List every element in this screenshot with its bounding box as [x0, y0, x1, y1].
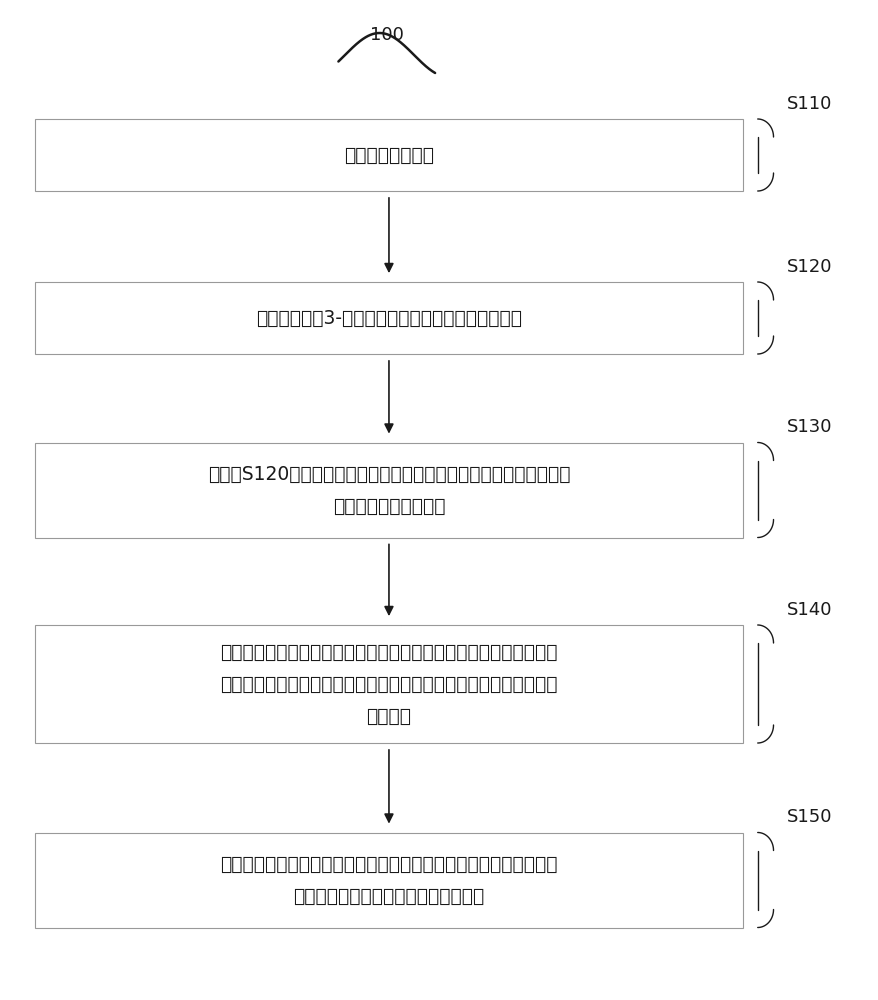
Bar	[35, 119, 742, 191]
Text: 将待检测血液样本、健康人血液样本及冰毒样本置于所述光学功能元: 将待检测血液样本、健康人血液样本及冰毒样本置于所述光学功能元	[220, 643, 557, 662]
Bar	[35, 832, 742, 928]
Text: 件上，分别测量所述待检测血液样本、健康人血液样本及冰毒样本的: 件上，分别测量所述待检测血液样本、健康人血液样本及冰毒样本的	[220, 675, 557, 694]
Text: 燥后的到光学功能元件: 燥后的到光学功能元件	[333, 496, 444, 516]
Text: 100: 100	[370, 26, 403, 44]
Bar	[35, 442, 742, 538]
Text: S140: S140	[786, 601, 831, 619]
Text: 制备亚微米銀溶胶: 制备亚微米銀溶胶	[343, 145, 434, 164]
Text: 将载玻片浸入3-氨丙基三甲氧基硅氧烷的甲醇溶液中: 将载玻片浸入3-氨丙基三甲氧基硅氧烷的甲醇溶液中	[255, 308, 522, 328]
Bar	[35, 625, 742, 743]
Text: 根据所述待检测血液样本、健康人血液样本及冰毒样本的拉曼光谱，: 根据所述待检测血液样本、健康人血液样本及冰毒样本的拉曼光谱，	[220, 854, 557, 874]
Text: 拉曼光谱: 拉曼光谱	[366, 706, 411, 726]
Text: S130: S130	[786, 418, 831, 436]
Text: 判断所述待检测血液样本是否含有冰毒: 判断所述待检测血液样本是否含有冰毒	[293, 886, 484, 906]
Text: S150: S150	[786, 808, 831, 826]
Bar	[35, 282, 742, 354]
Text: S120: S120	[786, 258, 831, 276]
Text: 经步骤S120处理后的载玻片置于所述銀溶胶中，再取出并经清洗、干: 经步骤S120处理后的载玻片置于所述銀溶胶中，再取出并经清洗、干	[207, 464, 570, 484]
Text: S110: S110	[786, 95, 831, 113]
